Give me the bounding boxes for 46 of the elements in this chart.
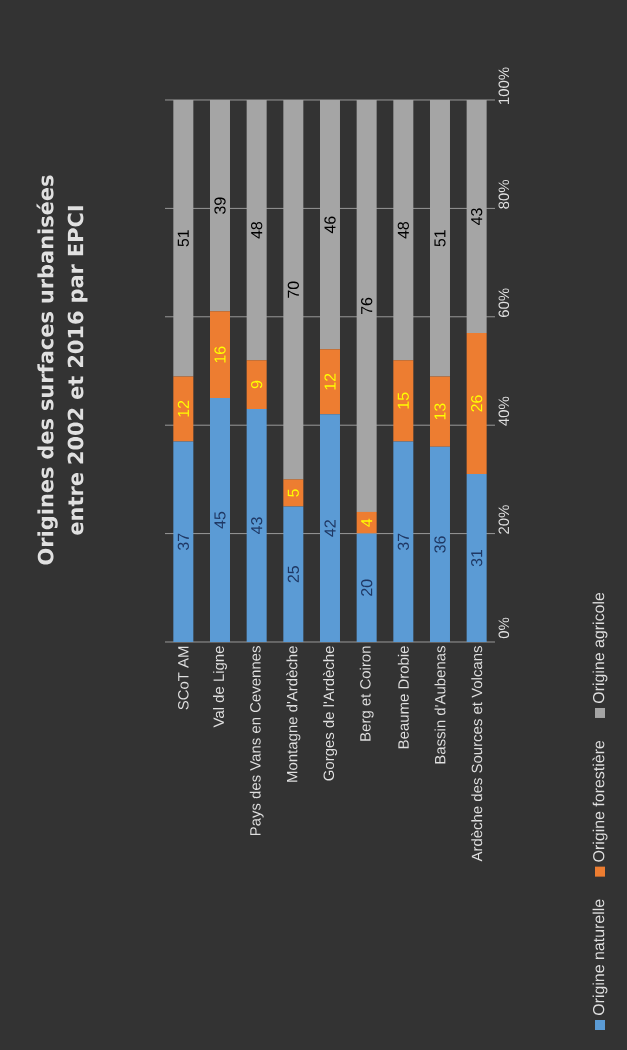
- data-label: 26: [471, 395, 483, 412]
- data-label: 45: [214, 511, 226, 529]
- x-tick-label: Montagne d'Ardèche: [286, 646, 301, 782]
- data-label: 36: [434, 536, 446, 553]
- data-label: 48: [397, 221, 409, 239]
- data-label: 39: [214, 197, 226, 214]
- data-label: 5: [287, 489, 299, 497]
- x-tick-label: Pays des Vans en Cevennes: [249, 646, 264, 836]
- data-label: 42: [324, 520, 336, 537]
- data-label: 37: [177, 533, 189, 550]
- text: Origine agricole: [592, 592, 608, 704]
- data-label: 12: [177, 400, 189, 417]
- y-tick-label: 80%: [498, 179, 510, 209]
- data-label: 70: [287, 281, 299, 298]
- y-tick-label: 60%: [498, 288, 510, 317]
- data-label: 13: [434, 403, 446, 420]
- data-label: 31: [471, 549, 483, 567]
- x-tick-label: SCoT AM: [178, 646, 189, 710]
- data-label: 15: [397, 392, 409, 409]
- data-label: 51: [177, 230, 189, 247]
- data-label: 43: [471, 208, 483, 226]
- data-label: 43: [251, 517, 263, 534]
- text: Origine forestière: [592, 740, 608, 862]
- x-tick-label: Bassin d'Aubenas: [434, 646, 446, 764]
- data-label: 76: [361, 297, 373, 315]
- text: Origines des surfaces urbanisées entre 2002 et 2016 par EPCI: [36, 175, 88, 565]
- x-tick-label: Ardèche des Sources et Volcans: [471, 646, 483, 862]
- data-label: 20: [361, 579, 373, 596]
- data-label: 48: [251, 221, 263, 239]
- y-tick-label: 100%: [498, 67, 510, 104]
- data-label: 25: [287, 566, 299, 583]
- data-label: 51: [434, 230, 446, 247]
- x-tick-label: Val de Ligne: [213, 646, 227, 728]
- x-tick-label: Gorges de l'Ardèche: [322, 646, 338, 781]
- x-tick-label: Beaume Drobie: [397, 646, 409, 749]
- data-label: 16: [214, 346, 226, 363]
- data-label: 46: [324, 216, 336, 234]
- y-tick-label: 20%: [498, 505, 510, 534]
- data-label: 12: [324, 373, 336, 390]
- data-label: 37: [397, 533, 409, 550]
- data-label: 9: [251, 380, 263, 389]
- y-tick-label: 0%: [498, 617, 510, 639]
- data-label: 4: [361, 518, 373, 527]
- x-tick-label: Berg et Coiron: [359, 646, 374, 741]
- text: Origine naturelle: [592, 899, 608, 1016]
- y-tick-label: 40%: [498, 396, 510, 426]
